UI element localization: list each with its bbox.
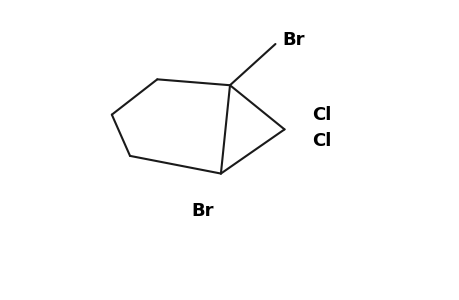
Text: Cl: Cl — [311, 132, 330, 150]
Text: Cl: Cl — [311, 106, 330, 124]
Text: Br: Br — [282, 31, 304, 49]
Text: Br: Br — [191, 202, 213, 220]
